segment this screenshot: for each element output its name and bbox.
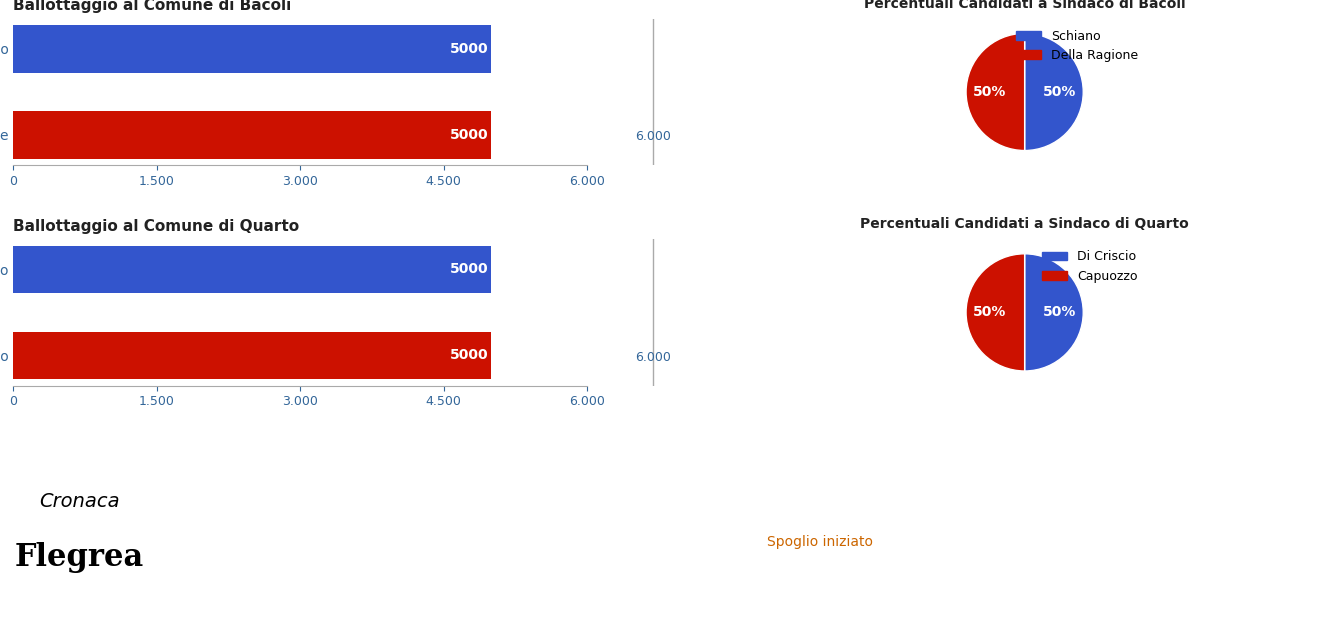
Wedge shape — [966, 34, 1024, 151]
Text: Flegrea: Flegrea — [15, 542, 144, 573]
Text: 50%: 50% — [1043, 305, 1077, 320]
Text: 5000: 5000 — [450, 42, 489, 56]
Text: Spoglio iniziato: Spoglio iniziato — [766, 535, 872, 549]
Text: Allianz Ⓜ Bank: Allianz Ⓜ Bank — [423, 452, 598, 472]
Bar — [13, 26, 492, 73]
Text: 50%: 50% — [1043, 85, 1077, 99]
Text: Ballottaggio al Comune di Quarto: Ballottaggio al Comune di Quarto — [13, 219, 300, 234]
Text: 6.000: 6.000 — [634, 351, 671, 364]
Bar — [13, 112, 492, 158]
Title: Percentuali Candidati a Sindaco di Bacoli: Percentuali Candidati a Sindaco di Bacol… — [864, 0, 1185, 11]
Wedge shape — [1024, 254, 1083, 371]
Legend: Di Criscio, Capuozzo: Di Criscio, Capuozzo — [1038, 245, 1142, 288]
Text: 5000: 5000 — [450, 262, 489, 277]
Wedge shape — [966, 254, 1024, 371]
Text: 50%: 50% — [973, 305, 1007, 320]
Bar — [13, 331, 492, 379]
Bar — [13, 246, 492, 293]
Text: Cronaca: Cronaca — [39, 492, 120, 511]
Text: FINANCIAL ADVISORS: FINANCIAL ADVISORS — [429, 495, 593, 510]
Text: 5000: 5000 — [450, 128, 489, 142]
Text: 5000: 5000 — [450, 348, 489, 363]
Title: Percentuali Candidati a Sindaco di Quarto: Percentuali Candidati a Sindaco di Quart… — [860, 217, 1189, 231]
Text: sergio.dibonito@allianzbank.it: sergio.dibonito@allianzbank.it — [426, 562, 595, 572]
Legend: Schiano, Della Ragione: Schiano, Della Ragione — [1011, 25, 1142, 67]
Text: 50%: 50% — [973, 85, 1007, 99]
Text: Ballottaggio al Comune di Bacoli: Ballottaggio al Comune di Bacoli — [13, 0, 292, 13]
Text: 6.000: 6.000 — [634, 130, 671, 143]
Text: dott. Sergio Di Bonito: dott. Sergio Di Bonito — [444, 531, 578, 543]
Wedge shape — [1024, 34, 1083, 151]
